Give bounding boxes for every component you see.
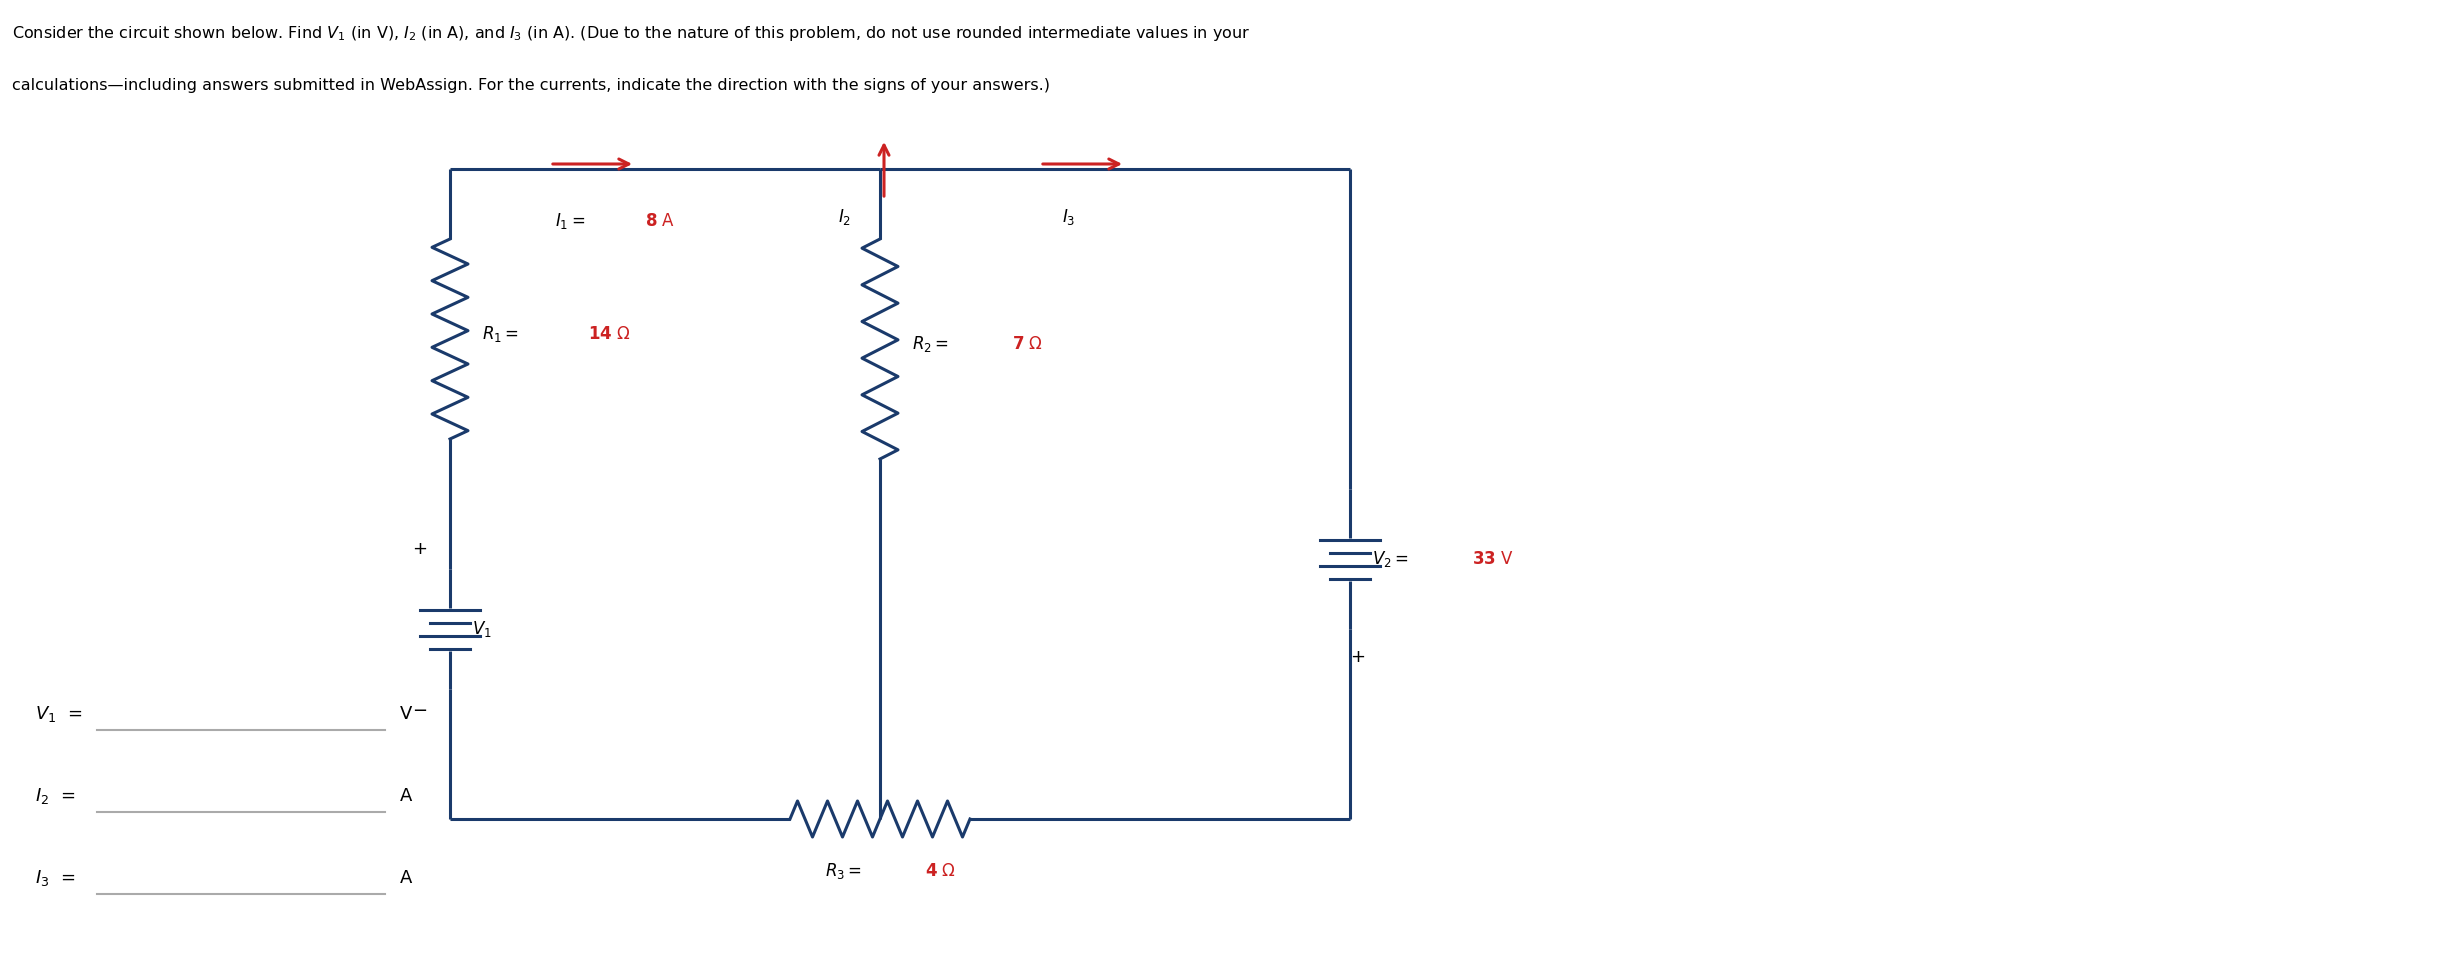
Text: A: A <box>401 787 413 805</box>
Text: $\mathbf{8}$ A: $\mathbf{8}$ A <box>644 212 676 230</box>
Text: V: V <box>401 705 413 723</box>
Text: $R_3 = $: $R_3 = $ <box>826 861 863 881</box>
Text: $R_2 = $: $R_2 = $ <box>912 334 949 354</box>
Text: A: A <box>401 869 413 887</box>
Text: +: + <box>413 540 428 558</box>
Text: $\mathbf{14}\ \Omega$: $\mathbf{14}\ \Omega$ <box>587 325 632 343</box>
Text: $V_2 = $: $V_2 = $ <box>1372 549 1408 569</box>
Text: $\mathbf{7}\ \Omega$: $\mathbf{7}\ \Omega$ <box>1013 335 1042 353</box>
Text: $I_2$: $I_2$ <box>838 207 850 227</box>
Text: $-$: $-$ <box>413 700 428 718</box>
Text: calculations—including answers submitted in WebAssign. For the currents, indicat: calculations—including answers submitted… <box>12 78 1050 92</box>
Text: +: + <box>1349 648 1367 666</box>
Text: $\mathbf{33}$ V: $\mathbf{33}$ V <box>1472 550 1514 568</box>
Text: Consider the circuit shown below. Find $V_1$ (in V), $I_2$ (in A), and $I_3$ (in: Consider the circuit shown below. Find $… <box>12 24 1251 44</box>
Text: $I_1 = $: $I_1 = $ <box>556 211 585 231</box>
Text: $I_3$: $I_3$ <box>1062 207 1077 227</box>
Text: $V_1$: $V_1$ <box>472 619 492 639</box>
Text: $\mathbf{4}\ \Omega$: $\mathbf{4}\ \Omega$ <box>924 862 956 880</box>
Text: $R_1 = $: $R_1 = $ <box>482 324 519 344</box>
Text: $I_3$  =: $I_3$ = <box>34 868 76 888</box>
Text: $V_1$  =: $V_1$ = <box>34 704 84 724</box>
Text: $I_2$  =: $I_2$ = <box>34 786 76 806</box>
